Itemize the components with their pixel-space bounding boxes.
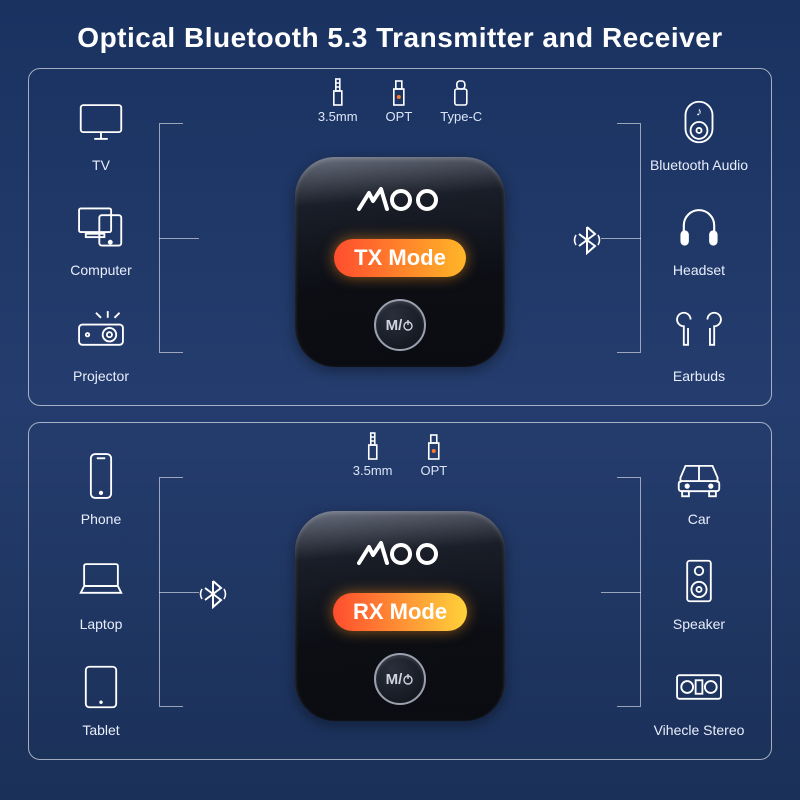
tx-right-stub (601, 238, 641, 239)
btspeaker-device: ♪ Bluetooth Audio (650, 90, 748, 173)
port-typec-label: Type-C (440, 109, 482, 124)
headset-device: Headset (667, 195, 731, 278)
bluetooth-icon (194, 575, 232, 613)
rx-sources-col: Phone Laptop Tablet (41, 433, 161, 749)
tv-label: TV (92, 157, 110, 173)
computer-device: Computer (69, 195, 133, 278)
tx-left-stub (159, 238, 199, 239)
tx-mode-pill: TX Mode (334, 239, 466, 277)
rx-device-box: RX Mode M/ (295, 511, 505, 721)
tv-icon (69, 90, 133, 154)
computer-icon (69, 195, 133, 259)
port-typec: Type-C (440, 77, 482, 124)
phone-icon (69, 444, 133, 508)
device-logo (355, 185, 445, 223)
tx-device-box: TX Mode M/ (295, 157, 505, 367)
rx-port-opt-label: OPT (421, 463, 448, 478)
power-button: M/ (374, 653, 426, 705)
port-opt-label: OPT (386, 109, 413, 124)
rx-port-opt: OPT (421, 431, 448, 478)
port-opt: OPT (386, 77, 413, 124)
projector-device: Projector (69, 301, 133, 384)
earbuds-device: Earbuds (667, 301, 731, 384)
svg-text:♪: ♪ (696, 104, 702, 118)
projector-label: Projector (73, 368, 129, 384)
device-logo (355, 539, 445, 577)
car-label: Car (688, 511, 711, 527)
tx-outputs-col: ♪ Bluetooth Audio Headset Earbuds (639, 79, 759, 395)
tx-panel: TV Computer Projector 3.5mm OPT Type-C (28, 68, 772, 406)
rx-right-stub (601, 592, 641, 593)
carstereo-label: Vihecle Stereo (654, 722, 745, 738)
tablet-label: Tablet (82, 722, 119, 738)
headset-icon (667, 195, 731, 259)
tx-ports: 3.5mm OPT Type-C (318, 77, 482, 124)
carstereo-icon (667, 655, 731, 719)
rx-port-35mm-label: 3.5mm (353, 463, 393, 478)
rx-panel: Phone Laptop Tablet 3.5mm OPT RX Mod (28, 422, 772, 760)
speaker-device: Speaker (667, 549, 731, 632)
tv-device: TV (69, 90, 133, 173)
laptop-icon (69, 549, 133, 613)
power-button: M/ (374, 299, 426, 351)
bluetooth-icon (568, 221, 606, 259)
rx-ports: 3.5mm OPT (353, 431, 447, 478)
earbuds-label: Earbuds (673, 368, 725, 384)
phone-label: Phone (81, 511, 121, 527)
laptop-label: Laptop (80, 616, 123, 632)
rx-outputs-col: Car Speaker Vihecle Stereo (639, 433, 759, 749)
projector-icon (69, 301, 133, 365)
port-35mm-label: 3.5mm (318, 109, 358, 124)
speaker-icon (667, 549, 731, 613)
rx-left-stub (159, 592, 199, 593)
tablet-icon (69, 655, 133, 719)
rx-mode-pill: RX Mode (333, 593, 467, 631)
btspeaker-label: Bluetooth Audio (650, 157, 748, 173)
port-35mm: 3.5mm (318, 77, 358, 124)
carstereo-device: Vihecle Stereo (654, 655, 745, 738)
earbuds-icon (667, 301, 731, 365)
headset-label: Headset (673, 262, 725, 278)
btspeaker-icon: ♪ (667, 90, 731, 154)
page-title: Optical Bluetooth 5.3 Transmitter and Re… (0, 0, 800, 68)
tablet-device: Tablet (69, 655, 133, 738)
laptop-device: Laptop (69, 549, 133, 632)
speaker-label: Speaker (673, 616, 725, 632)
car-icon (667, 444, 731, 508)
tx-sources-col: TV Computer Projector (41, 79, 161, 395)
rx-port-35mm: 3.5mm (353, 431, 393, 478)
car-device: Car (667, 444, 731, 527)
phone-device: Phone (69, 444, 133, 527)
computer-label: Computer (70, 262, 131, 278)
